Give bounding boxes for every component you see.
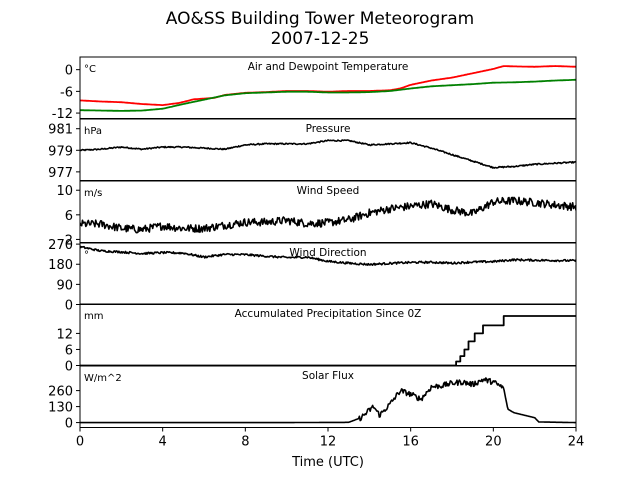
x-tick-label: 24 bbox=[568, 435, 585, 450]
y-tick-label: -12 bbox=[52, 107, 73, 122]
y-tick-label: 6 bbox=[65, 209, 73, 224]
y-tick-label: 981 bbox=[48, 123, 73, 138]
chart-subtitle: 2007-12-25 bbox=[271, 29, 370, 49]
y-tick-label: 0 bbox=[65, 299, 73, 314]
series-line-wind-direction-0 bbox=[80, 245, 576, 266]
y-tick-label: 0 bbox=[65, 417, 73, 432]
y-tick-label: 979 bbox=[48, 144, 73, 159]
panel-unit-label: ° bbox=[84, 250, 89, 261]
series-line-solar-flux-0 bbox=[80, 377, 576, 424]
panel-title: Wind Speed bbox=[297, 185, 360, 197]
panel-pressure: 977 979 981 Pressure hPa bbox=[48, 118, 577, 181]
x-axis: 0 4 8 12 16 20 24 bbox=[76, 427, 585, 450]
y-tick-label: 270 bbox=[48, 238, 73, 253]
panel-unit-label: °C bbox=[84, 64, 96, 75]
y-tick-label: -6 bbox=[60, 85, 73, 100]
x-tick-label: 0 bbox=[76, 435, 84, 450]
y-tick-label: 90 bbox=[56, 278, 73, 293]
panel-accumulated-precipitation-since-0z: 0 612 Accumulated Precipitation Since 0Z mm bbox=[56, 303, 577, 375]
panel-unit-label: mm bbox=[84, 311, 103, 322]
panel-title: Air and Dewpoint Temperature bbox=[248, 61, 409, 73]
y-tick-label: 6 bbox=[65, 343, 73, 358]
series-line-accumulated-precipitation-since-0z-0 bbox=[80, 315, 576, 366]
panel-wind-speed: 2 6 10 Wind Speed m/s bbox=[56, 180, 577, 248]
panel-unit-label: hPa bbox=[84, 126, 102, 137]
panel-air-and-dewpoint-temperature: -12 -6 0 Air and Dewpoint Temperature °C bbox=[52, 56, 577, 122]
y-tick-label: 0 bbox=[65, 360, 73, 375]
panel-title: Accumulated Precipitation Since 0Z bbox=[235, 308, 422, 320]
y-tick-label: 0 bbox=[65, 64, 73, 79]
x-tick-label: 20 bbox=[485, 435, 502, 450]
y-tick-label: 180 bbox=[48, 258, 73, 273]
chart-title: AO&SS Building Tower Meteorogram bbox=[166, 9, 474, 29]
panel-title: Solar Flux bbox=[302, 370, 354, 382]
y-tick-label: 2 bbox=[65, 233, 73, 248]
y-tick-label: 12 bbox=[56, 327, 73, 342]
y-tick-label: 10 bbox=[56, 184, 73, 199]
panel-wind-direction: 0 90 180 270 Wind Direction ° bbox=[48, 238, 577, 314]
y-tick-label: 260 bbox=[48, 385, 73, 400]
series-line-wind-speed-0 bbox=[80, 196, 576, 234]
y-tick-label: 130 bbox=[48, 401, 73, 416]
panel-title: Wind Direction bbox=[289, 247, 366, 259]
x-tick-label: 4 bbox=[159, 435, 167, 450]
series-line-pressure-0 bbox=[80, 139, 576, 169]
x-tick-label: 12 bbox=[320, 435, 337, 450]
y-tick-label: 977 bbox=[48, 166, 73, 181]
x-tick-label: 8 bbox=[241, 435, 249, 450]
x-axis-label: Time (UTC) bbox=[291, 455, 364, 470]
series-line-air-and-dewpoint-temperature-1 bbox=[80, 78, 576, 112]
panel-unit-label: W/m^2 bbox=[84, 373, 122, 384]
x-tick-label: 16 bbox=[402, 435, 419, 450]
panel-unit-label: m/s bbox=[84, 188, 102, 199]
panel-title: Pressure bbox=[306, 123, 351, 135]
panel-group: -12-60 Air and Dewpoint Temperature°C9779… bbox=[48, 56, 577, 432]
